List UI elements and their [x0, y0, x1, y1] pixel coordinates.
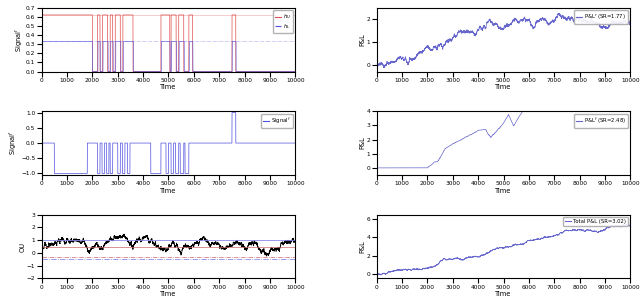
Y-axis label: P&L: P&L: [359, 240, 365, 253]
Legend: $h_U$, $h_L$: $h_U$, $h_L$: [273, 10, 292, 33]
Y-axis label: OU: OU: [19, 241, 26, 252]
Y-axis label: Signal$^r$: Signal$^r$: [13, 27, 24, 52]
X-axis label: Time: Time: [495, 188, 512, 194]
X-axis label: Time: Time: [160, 291, 177, 297]
X-axis label: Time: Time: [495, 84, 512, 90]
X-axis label: Time: Time: [160, 188, 177, 194]
Legend: Signal$^f$: Signal$^f$: [260, 114, 292, 128]
Y-axis label: P&L: P&L: [359, 137, 365, 149]
Y-axis label: Signal$^f$: Signal$^f$: [8, 131, 20, 155]
Legend: Total P&L (SR=3.02): Total P&L (SR=3.02): [563, 217, 628, 226]
Y-axis label: P&L: P&L: [359, 33, 365, 46]
Legend: P&L$^r$ (SR=1.77): P&L$^r$ (SR=1.77): [574, 10, 628, 24]
X-axis label: Time: Time: [495, 291, 512, 297]
Legend: P&L$^f$ (SR=2.48): P&L$^f$ (SR=2.48): [573, 114, 628, 128]
X-axis label: Time: Time: [160, 84, 177, 90]
